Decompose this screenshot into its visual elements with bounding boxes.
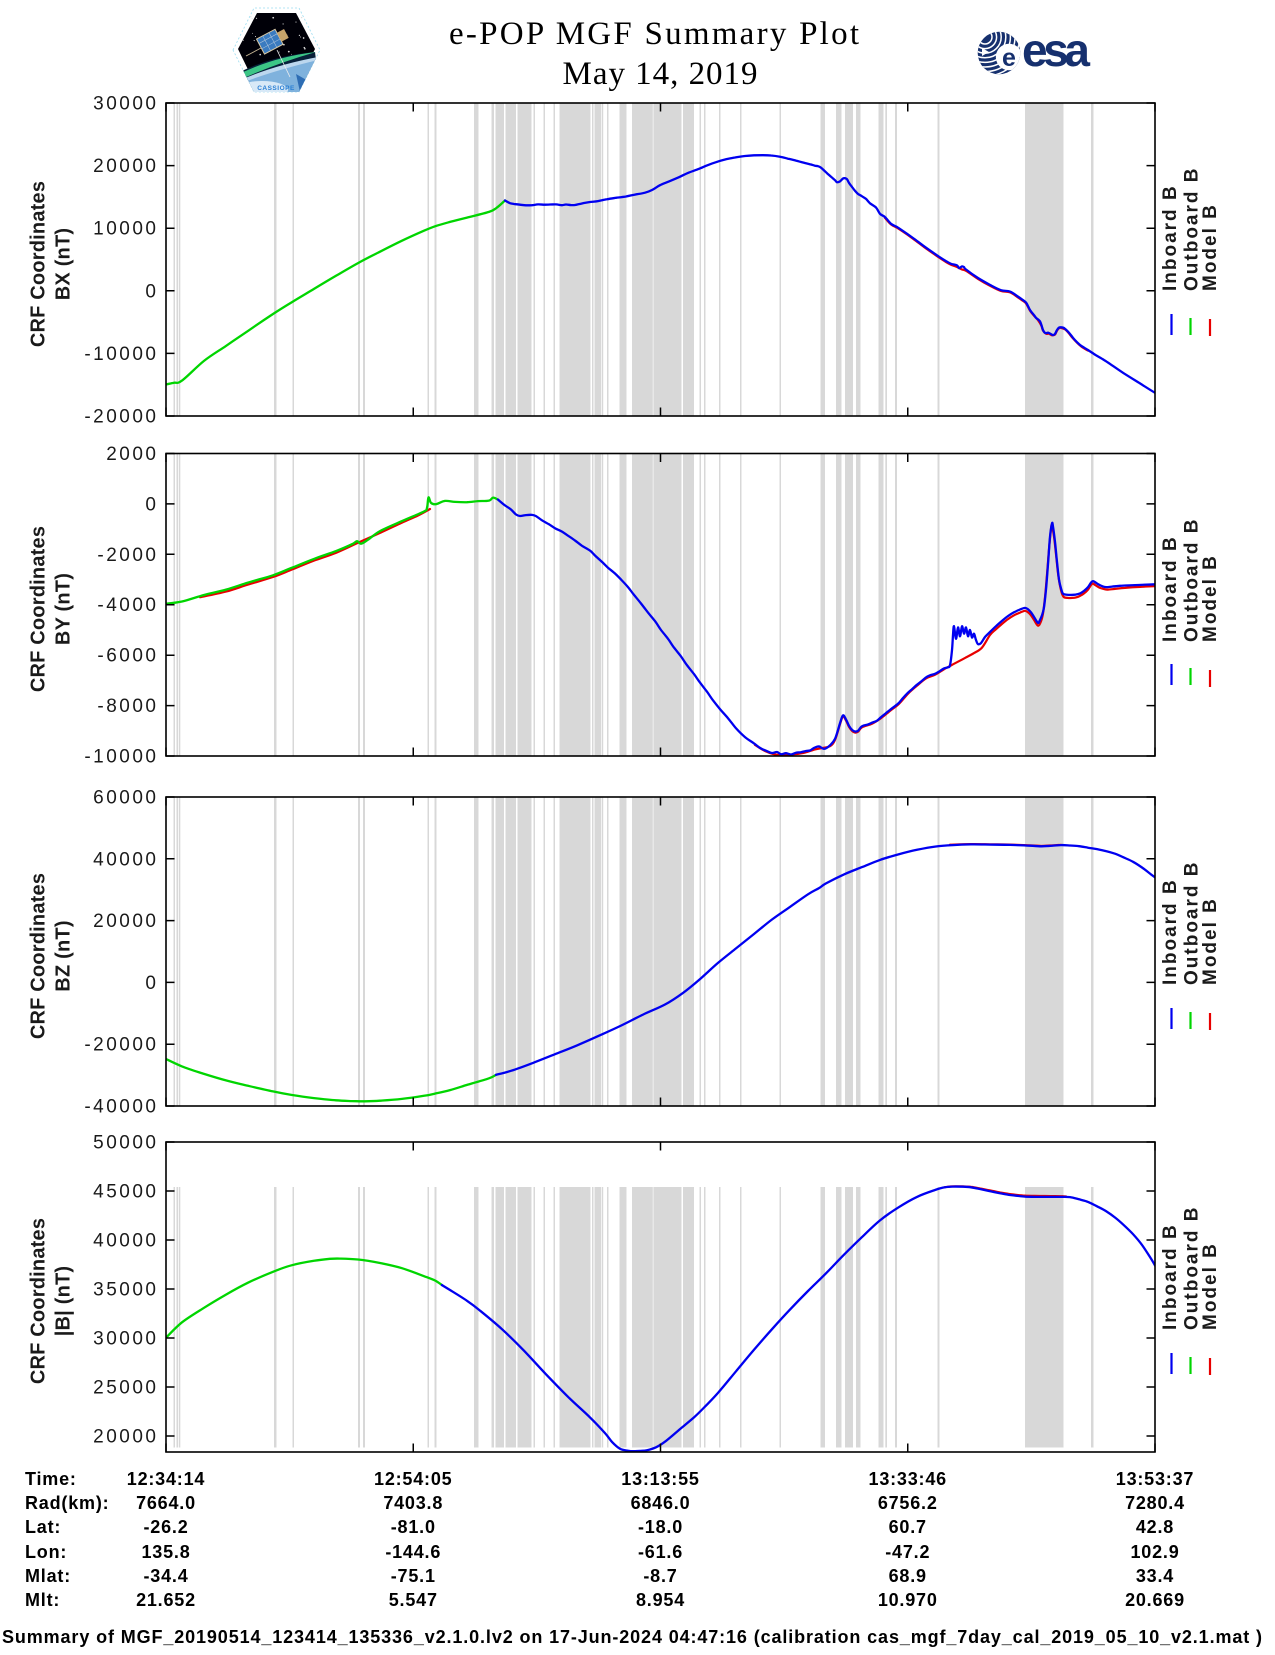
- svg-text:e: e: [1002, 44, 1016, 72]
- svg-text:CRF Coordinates: CRF Coordinates: [27, 181, 49, 347]
- svg-text:-6000: -6000: [97, 646, 158, 667]
- svg-text:Time:: Time:: [25, 1469, 77, 1489]
- svg-text:CASSIOPE: CASSIOPE: [257, 85, 295, 92]
- svg-text:-34.4: -34.4: [143, 1566, 188, 1586]
- svg-text:esa: esa: [1022, 24, 1090, 76]
- svg-text:20000: 20000: [93, 1427, 158, 1448]
- svg-text:7664.0: 7664.0: [136, 1493, 196, 1513]
- svg-text:20.669: 20.669: [1125, 1590, 1185, 1610]
- svg-text:-4000: -4000: [97, 595, 158, 616]
- svg-text:-8000: -8000: [97, 696, 158, 717]
- svg-text:Lat:: Lat:: [25, 1517, 61, 1537]
- svg-text:7280.4: 7280.4: [1125, 1493, 1185, 1513]
- svg-text:Inboard B: Inboard B: [1160, 535, 1181, 642]
- svg-text:0: 0: [145, 494, 158, 515]
- svg-text:12:34:14: 12:34:14: [127, 1469, 205, 1489]
- svg-text:102.9: 102.9: [1130, 1542, 1179, 1562]
- svg-text:-144.6: -144.6: [385, 1542, 441, 1562]
- svg-text:-20000: -20000: [84, 407, 158, 428]
- svg-text:40000: 40000: [93, 1231, 158, 1252]
- svg-text:Model B: Model B: [1200, 897, 1221, 985]
- svg-text:6846.0: 6846.0: [631, 1493, 691, 1513]
- svg-text:Model B: Model B: [1200, 203, 1221, 291]
- svg-text:45000: 45000: [93, 1182, 158, 1203]
- svg-text:e-POP MGF Summary Plot: e-POP MGF Summary Plot: [449, 16, 859, 52]
- svg-text:13:33:46: 13:33:46: [869, 1469, 947, 1489]
- svg-text:-20000: -20000: [84, 1035, 158, 1056]
- svg-text:Outboard B: Outboard B: [1182, 167, 1203, 292]
- svg-text:BY (nT): BY (nT): [53, 573, 75, 645]
- svg-text:5.547: 5.547: [389, 1590, 438, 1610]
- svg-text:Inboard B: Inboard B: [1160, 1223, 1181, 1330]
- svg-text:-18.0: -18.0: [638, 1517, 683, 1537]
- svg-text:Model B: Model B: [1200, 1242, 1221, 1330]
- svg-text:-61.6: -61.6: [638, 1542, 683, 1562]
- svg-text:BX (nT): BX (nT): [53, 228, 75, 301]
- svg-text:33.4: 33.4: [1136, 1566, 1174, 1586]
- svg-text:10000: 10000: [93, 219, 158, 240]
- svg-text:CRF Coordinates: CRF Coordinates: [27, 526, 49, 692]
- svg-text:-40000: -40000: [84, 1097, 158, 1118]
- svg-text:Rad(km):: Rad(km):: [25, 1493, 109, 1513]
- svg-text:30000: 30000: [93, 94, 158, 115]
- svg-text:25000: 25000: [93, 1378, 158, 1399]
- svg-text:60.7: 60.7: [889, 1517, 927, 1537]
- svg-text:6756.2: 6756.2: [878, 1493, 938, 1513]
- svg-text:21.652: 21.652: [136, 1590, 196, 1610]
- svg-text:-10000: -10000: [84, 747, 158, 768]
- svg-text:-2000: -2000: [97, 545, 158, 566]
- svg-text:|B| (nT): |B| (nT): [53, 1266, 75, 1337]
- svg-text:13:53:37: 13:53:37: [1116, 1469, 1194, 1489]
- svg-text:60000: 60000: [93, 788, 158, 809]
- svg-text:35000: 35000: [93, 1280, 158, 1301]
- svg-text:CRF Coordinates: CRF Coordinates: [27, 873, 49, 1039]
- svg-text:May 14, 2019: May 14, 2019: [563, 56, 758, 92]
- svg-text:Summary of MGF_20190514_123414: Summary of MGF_20190514_123414_135336_v2…: [2, 1627, 1262, 1647]
- svg-text:20000: 20000: [93, 156, 158, 177]
- svg-text:Outboard B: Outboard B: [1182, 518, 1203, 643]
- svg-text:13:13:55: 13:13:55: [621, 1469, 699, 1489]
- svg-text:Mlt:: Mlt:: [25, 1590, 60, 1610]
- svg-text:-8.7: -8.7: [643, 1566, 677, 1586]
- svg-text:Inboard B: Inboard B: [1160, 878, 1181, 985]
- svg-text:-75.1: -75.1: [391, 1566, 436, 1586]
- svg-text:20000: 20000: [93, 911, 158, 932]
- svg-text:Outboard B: Outboard B: [1182, 1206, 1203, 1331]
- svg-text:8.954: 8.954: [636, 1590, 685, 1610]
- svg-text:10.970: 10.970: [878, 1590, 938, 1610]
- svg-text:42.8: 42.8: [1136, 1517, 1174, 1537]
- svg-text:Lon:: Lon:: [25, 1542, 67, 1562]
- svg-text:-10000: -10000: [84, 344, 158, 365]
- svg-text:135.8: 135.8: [141, 1542, 190, 1562]
- svg-text:CRF Coordinates: CRF Coordinates: [27, 1218, 49, 1384]
- svg-text:7403.8: 7403.8: [383, 1493, 443, 1513]
- svg-text:-26.2: -26.2: [143, 1517, 188, 1537]
- svg-text:68.9: 68.9: [889, 1566, 927, 1586]
- svg-text:0: 0: [145, 973, 158, 994]
- svg-text:-81.0: -81.0: [391, 1517, 436, 1537]
- svg-text:2000: 2000: [106, 444, 158, 465]
- svg-text:Model B: Model B: [1200, 554, 1221, 642]
- svg-text:40000: 40000: [93, 849, 158, 870]
- svg-text:50000: 50000: [93, 1133, 158, 1154]
- svg-text:Outboard B: Outboard B: [1182, 861, 1203, 986]
- svg-text:0: 0: [145, 281, 158, 302]
- svg-text:12:54:05: 12:54:05: [374, 1469, 452, 1489]
- svg-text:Mlat:: Mlat:: [25, 1566, 71, 1586]
- svg-text:BZ (nT): BZ (nT): [53, 920, 75, 991]
- svg-text:30000: 30000: [93, 1329, 158, 1350]
- svg-text:-47.2: -47.2: [885, 1542, 930, 1562]
- svg-text:Inboard B: Inboard B: [1160, 184, 1181, 291]
